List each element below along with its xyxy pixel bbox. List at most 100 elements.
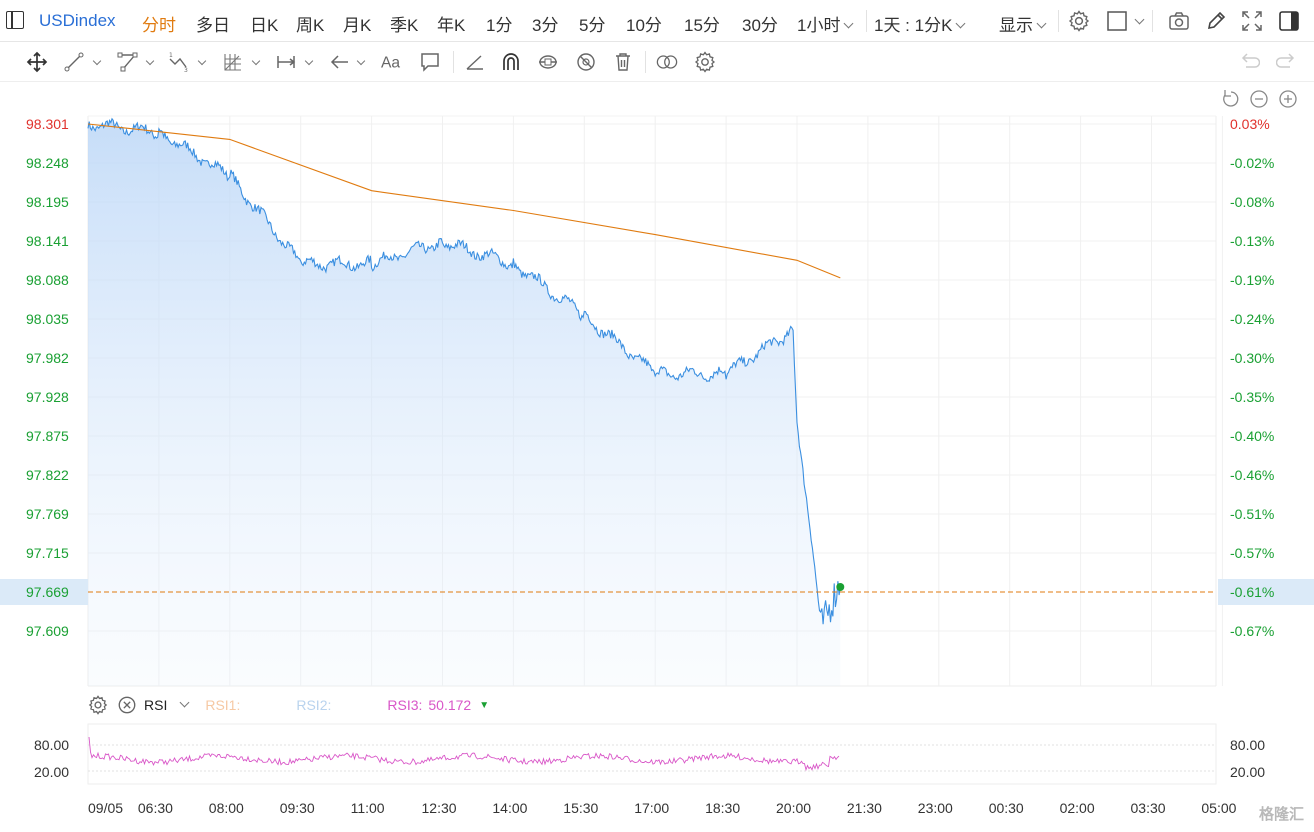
fullscreen-icon[interactable] bbox=[1241, 10, 1263, 32]
settings-gear-icon[interactable] bbox=[1068, 10, 1090, 32]
rsi3-value: 50.172 bbox=[428, 697, 472, 713]
zoom-controls bbox=[1223, 90, 1297, 108]
y-change-label: -0.51% bbox=[1230, 506, 1274, 522]
price-line bbox=[87, 117, 841, 625]
move-cross-icon[interactable] bbox=[26, 51, 48, 73]
y-change-label: -0.02% bbox=[1230, 155, 1274, 171]
chevron-down-icon[interactable] bbox=[145, 56, 155, 66]
display-select[interactable]: 显示 bbox=[999, 11, 1047, 36]
period-5min[interactable]: 5分 bbox=[579, 16, 606, 35]
y-change-label: -0.57% bbox=[1230, 545, 1274, 561]
current-price-label: 97.669 bbox=[26, 584, 69, 600]
drawing-settings-icon[interactable] bbox=[694, 51, 716, 73]
redo-icon[interactable] bbox=[1276, 51, 1298, 73]
magnet-icon[interactable] bbox=[500, 51, 522, 73]
range-measure-icon[interactable] bbox=[275, 51, 297, 73]
rsi-name[interactable]: RSI bbox=[144, 697, 168, 713]
period-day-k[interactable]: 日K bbox=[250, 16, 279, 35]
y-change-label: -0.08% bbox=[1230, 194, 1274, 210]
period-1min[interactable]: 1分 bbox=[486, 16, 513, 35]
y-tick-label: 97.822 bbox=[26, 467, 69, 483]
chevron-down-icon bbox=[844, 18, 854, 29]
side-panel-icon[interactable] bbox=[1278, 10, 1300, 32]
y-change-label: -0.24% bbox=[1230, 311, 1274, 327]
svg-text:Aa: Aa bbox=[381, 55, 400, 72]
period-quarter-k[interactable]: 季K bbox=[390, 16, 419, 35]
chevron-down-icon[interactable] bbox=[197, 56, 207, 66]
hour-select[interactable]: 1小时 bbox=[797, 11, 854, 36]
y-change-label: -0.35% bbox=[1230, 389, 1274, 405]
compare-circles-icon[interactable] bbox=[656, 51, 678, 73]
current-price-tag bbox=[0, 579, 88, 605]
ruler-angle-icon[interactable] bbox=[464, 51, 486, 73]
x-tick-label: 12:30 bbox=[422, 800, 457, 816]
svg-text:3: 3 bbox=[184, 67, 188, 73]
symbol-name[interactable]: USDindex bbox=[39, 11, 116, 30]
chevron-down-icon[interactable] bbox=[304, 56, 314, 66]
hide-drawing-icon[interactable] bbox=[575, 51, 597, 73]
period-10min[interactable]: 10分 bbox=[626, 16, 662, 35]
period-multiday[interactable]: 多日 bbox=[196, 16, 230, 35]
x-tick-label: 06:30 bbox=[138, 800, 173, 816]
polyline-icon[interactable] bbox=[116, 51, 138, 73]
x-tick-label: 09:30 bbox=[280, 800, 315, 816]
camera-icon[interactable] bbox=[1168, 10, 1190, 32]
y-change-label: -0.30% bbox=[1230, 350, 1274, 366]
undo-icon[interactable] bbox=[1238, 51, 1260, 73]
range-select[interactable]: 1天 : 1分K bbox=[874, 11, 966, 36]
rsi-settings-icon[interactable] bbox=[88, 695, 108, 715]
rsi-label-80-right: 80.00 bbox=[1230, 737, 1265, 753]
arrow-left-icon[interactable] bbox=[329, 51, 351, 73]
y-tick-label: 97.609 bbox=[26, 623, 69, 639]
zoom-out-icon[interactable] bbox=[1250, 90, 1268, 108]
chevron-down-icon[interactable] bbox=[92, 56, 102, 66]
divider bbox=[645, 51, 646, 73]
lock-drawing-icon[interactable] bbox=[537, 51, 559, 73]
pencil-icon[interactable] bbox=[1205, 10, 1227, 32]
rsi-label-80: 80.00 bbox=[34, 737, 69, 753]
fibonacci-grid-icon[interactable] bbox=[222, 51, 244, 73]
zoom-in-icon[interactable] bbox=[1279, 90, 1297, 108]
period-30min[interactable]: 30分 bbox=[742, 16, 778, 35]
chevron-down-icon[interactable] bbox=[251, 56, 261, 66]
x-tick-label: 14:00 bbox=[492, 800, 527, 816]
period-timeshare[interactable]: 分时 bbox=[142, 16, 176, 35]
chevron-down-icon[interactable] bbox=[179, 697, 190, 707]
y-tick-label: 98.035 bbox=[26, 311, 69, 327]
period-15min[interactable]: 15分 bbox=[684, 16, 720, 35]
layout-square-icon[interactable] bbox=[1106, 10, 1128, 32]
chevron-down-icon[interactable] bbox=[1134, 14, 1145, 25]
divider bbox=[453, 51, 454, 73]
chevron-down-icon bbox=[955, 18, 966, 29]
trash-icon[interactable] bbox=[612, 51, 634, 73]
y-tick-label: 97.769 bbox=[26, 506, 69, 522]
y-change-label: -0.67% bbox=[1230, 623, 1274, 639]
rsi-close-icon[interactable] bbox=[117, 695, 137, 715]
menu-panel-icon[interactable] bbox=[6, 11, 24, 29]
x-tick-label: 05:00 bbox=[1201, 800, 1236, 816]
chevron-down-icon[interactable] bbox=[356, 56, 366, 66]
x-tick-label: 17:00 bbox=[634, 800, 669, 816]
period-month-k[interactable]: 月K bbox=[343, 16, 372, 35]
y-tick-label: 98.195 bbox=[26, 194, 69, 210]
y-tick-label: 98.301 bbox=[26, 116, 69, 132]
display-select-label: 显示 bbox=[999, 16, 1033, 35]
period-week-k[interactable]: 周K bbox=[296, 16, 325, 35]
period-year-k[interactable]: 年K bbox=[437, 16, 466, 35]
period-3min[interactable]: 3分 bbox=[532, 16, 559, 35]
comment-bubble-icon[interactable] bbox=[419, 51, 441, 73]
trend-line-icon[interactable] bbox=[63, 51, 85, 73]
y-axis-left: 98.301 98.248 98.195 98.141 98.088 98.035 97.9… bbox=[26, 116, 69, 639]
y-tick-label: 97.928 bbox=[26, 389, 69, 405]
y-change-label: 0.03% bbox=[1230, 116, 1270, 132]
current-change-label: -0.61% bbox=[1230, 584, 1274, 600]
x-tick-label: 08:00 bbox=[209, 800, 244, 816]
text-tool-icon[interactable]: Aa bbox=[381, 51, 403, 73]
reset-icon[interactable] bbox=[1223, 90, 1239, 107]
watermark-logo: 格隆汇 bbox=[1258, 806, 1304, 823]
y-change-label: -0.19% bbox=[1230, 272, 1274, 288]
price-chart[interactable]: 98.301 98.248 98.195 98.141 98.088 98.035 97.9… bbox=[0, 82, 1314, 832]
down-triangle-icon: ▼ bbox=[479, 699, 490, 711]
wave-pattern-icon[interactable]: 13 bbox=[168, 51, 190, 73]
